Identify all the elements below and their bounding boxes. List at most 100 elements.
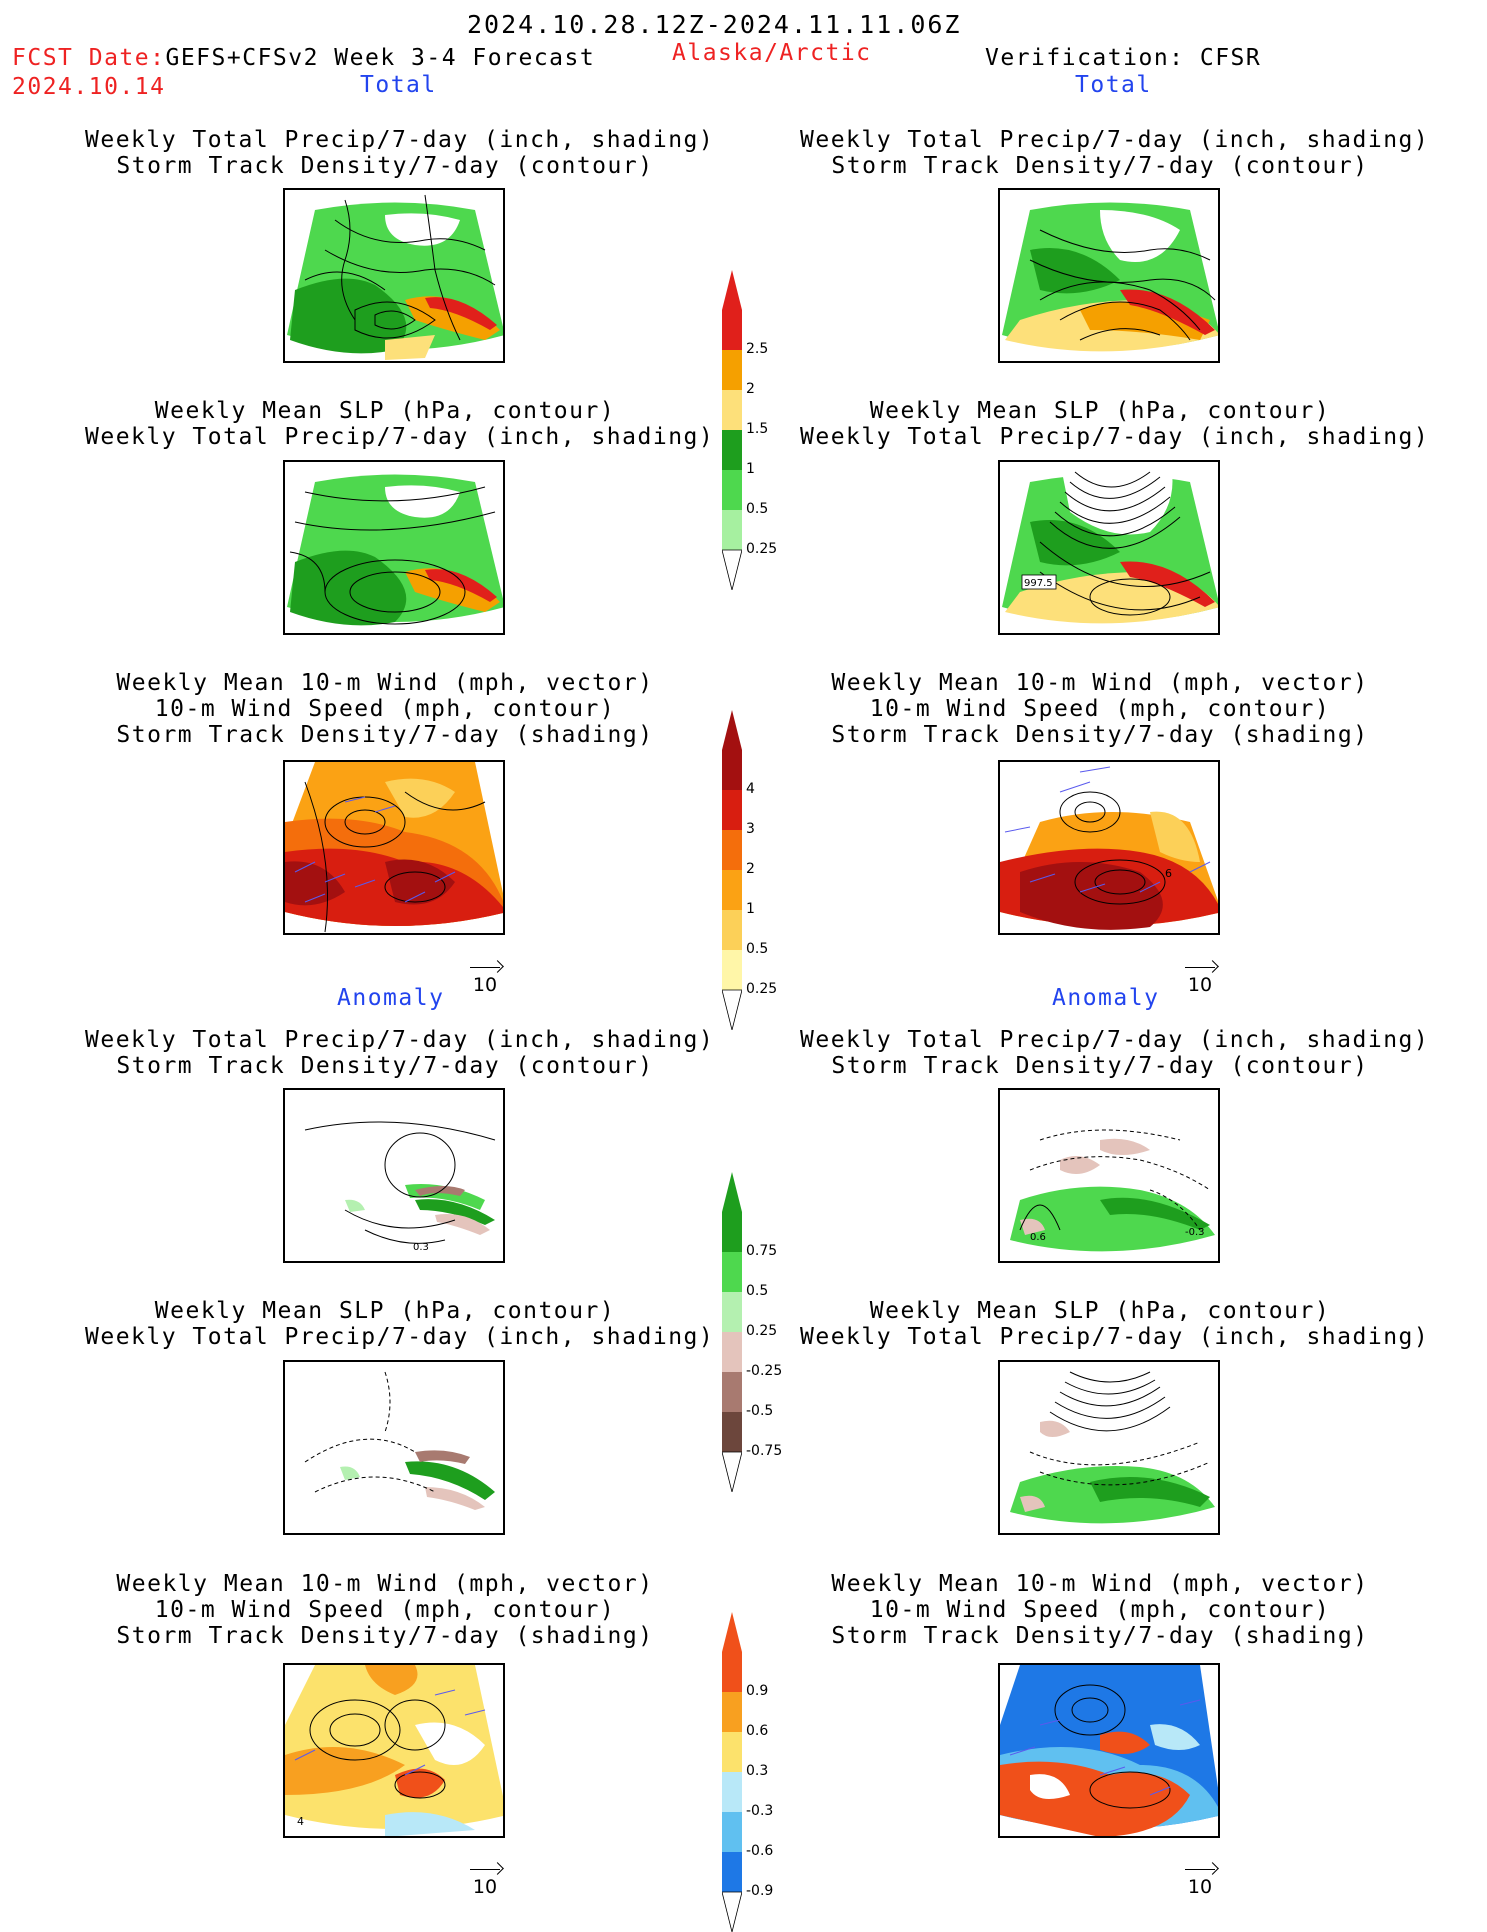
colorbar-label: -0.6 bbox=[746, 1843, 774, 1859]
contour-label-wind: 6 bbox=[1165, 867, 1172, 880]
contour-label-anom-precip: 0.3 bbox=[413, 1242, 429, 1253]
panel-title-total-wind-left: Weekly Mean 10-m Wind (mph, vector) 10-m … bbox=[116, 670, 654, 748]
vector-scale-total-right: 10 bbox=[1180, 960, 1220, 996]
colorbar-swatch bbox=[722, 350, 742, 390]
forecast-name: GEFS+CFSv2 Week 3-4 Forecast bbox=[165, 45, 596, 71]
contour-label-anom-precip-b: -0.3 bbox=[1185, 1227, 1205, 1238]
colorbar-swatch bbox=[722, 390, 742, 430]
contour-label-slp: 997.5 bbox=[1024, 578, 1053, 589]
colorbar-precip-total: 2.5 2 1.5 1 0.5 0.25 bbox=[722, 270, 777, 590]
colorbar-swatch bbox=[722, 310, 742, 350]
panel-title-total-precip-left: Weekly Total Precip/7-day (inch, shading… bbox=[85, 127, 715, 179]
map-anom-slp-verification bbox=[998, 1360, 1220, 1535]
panel-title-total-precip-right: Weekly Total Precip/7-day (inch, shading… bbox=[800, 127, 1430, 179]
fcst-label: FCST Date: bbox=[12, 45, 166, 71]
colorbar-swatch bbox=[722, 470, 742, 510]
date-range-title: 2024.10.28.12Z-2024.11.11.06Z bbox=[467, 10, 962, 39]
colorbar-label: 3 bbox=[746, 821, 755, 837]
panel-title-total-slp-right: Weekly Mean SLP (hPa, contour) Weekly Tot… bbox=[800, 398, 1430, 450]
colorbar-bottom-triangle bbox=[722, 1891, 742, 1932]
colorbar-label: 4 bbox=[746, 781, 755, 797]
colorbar-label: 0.25 bbox=[746, 981, 778, 997]
colorbar-label: -0.25 bbox=[746, 1363, 783, 1379]
colorbar-swatch bbox=[722, 430, 742, 470]
colorbar-label: 0.5 bbox=[746, 1283, 769, 1299]
region-label: Alaska/Arctic bbox=[672, 40, 872, 66]
panel-title-total-slp-left: Weekly Mean SLP (hPa, contour) Weekly Tot… bbox=[85, 398, 715, 450]
colorbar-bottom-triangle bbox=[722, 989, 742, 1030]
colorbar-label: -0.5 bbox=[746, 1403, 774, 1419]
colorbar-top-triangle bbox=[722, 1172, 742, 1212]
vector-scale-anom-left: 10 bbox=[465, 1862, 505, 1898]
colorbar-swatch bbox=[722, 1212, 742, 1252]
section-total-left: Total bbox=[360, 72, 437, 98]
colorbar-swatch bbox=[722, 1852, 742, 1892]
map-total-wind-forecast bbox=[283, 760, 505, 935]
colorbar-bottom-triangle bbox=[722, 549, 742, 590]
colorbar-label: 0.25 bbox=[746, 541, 778, 557]
colorbar-swatch bbox=[722, 1412, 742, 1452]
colorbar-top-triangle bbox=[722, 1612, 742, 1652]
panel-title-anom-slp-right: Weekly Mean SLP (hPa, contour) Weekly Tot… bbox=[800, 1298, 1430, 1350]
colorbar-label: 0.9 bbox=[746, 1683, 769, 1699]
colorbar-swatch bbox=[722, 910, 742, 950]
map-total-slp-forecast bbox=[283, 460, 505, 635]
colorbar-swatch bbox=[722, 1372, 742, 1412]
verification-label: Verification: CFSR bbox=[985, 45, 1262, 71]
colorbar-storm-anom: 0.9 0.6 0.3 -0.3 -0.6 -0.9 bbox=[722, 1612, 773, 1932]
fcst-date-value: 2024.10.14 bbox=[12, 74, 166, 100]
colorbar-bottom-triangle bbox=[722, 1451, 742, 1492]
colorbar-swatch bbox=[722, 750, 742, 790]
section-total-right: Total bbox=[1075, 72, 1152, 98]
colorbar-swatch bbox=[722, 1732, 742, 1772]
fcst-date-label: FCST Date:GEFS+CFSv2 Week 3-4 Forecast bbox=[12, 45, 595, 71]
colorbar-swatch bbox=[722, 1332, 742, 1372]
section-anomaly-left: Anomaly bbox=[337, 985, 445, 1011]
colorbar-label: 2.5 bbox=[746, 341, 769, 357]
panel-title-anom-precip-left: Weekly Total Precip/7-day (inch, shading… bbox=[85, 1027, 715, 1079]
map-total-slp-verification: 997.5 bbox=[998, 460, 1220, 635]
colorbar-label: 0.25 bbox=[746, 1323, 778, 1339]
section-anomaly-right: Anomaly bbox=[1052, 985, 1160, 1011]
colorbar-label: 1 bbox=[746, 901, 755, 917]
vector-scale-anom-right: 10 bbox=[1180, 1862, 1220, 1898]
colorbar-label: 0.6 bbox=[746, 1723, 769, 1739]
colorbar-storm-total: 4 3 2 1 0.5 0.25 bbox=[722, 710, 777, 1030]
map-anom-slp-forecast bbox=[283, 1360, 505, 1535]
colorbar-swatch bbox=[722, 870, 742, 910]
colorbar-swatch bbox=[722, 1772, 742, 1812]
colorbar-label: 2 bbox=[746, 861, 755, 877]
colorbar-swatch bbox=[722, 1652, 742, 1692]
colorbar-top-triangle bbox=[722, 270, 742, 310]
colorbar-label: 1 bbox=[746, 461, 755, 477]
map-anom-wind-verification bbox=[998, 1663, 1220, 1838]
panel-title-total-wind-right: Weekly Mean 10-m Wind (mph, vector) 10-m … bbox=[831, 670, 1369, 748]
colorbar-swatch bbox=[722, 790, 742, 830]
panel-title-anom-precip-right: Weekly Total Precip/7-day (inch, shading… bbox=[800, 1027, 1430, 1079]
colorbar-label: 0.3 bbox=[746, 1763, 769, 1779]
colorbar-label: -0.3 bbox=[746, 1803, 774, 1819]
map-anom-precip-forecast: 0.3 bbox=[283, 1088, 505, 1263]
colorbar-swatch bbox=[722, 510, 742, 550]
map-anom-precip-verification: 0.6 -0.3 bbox=[998, 1088, 1220, 1263]
panel-title-anom-wind-right: Weekly Mean 10-m Wind (mph, vector) 10-m … bbox=[831, 1571, 1369, 1649]
colorbar-swatch bbox=[722, 1252, 742, 1292]
colorbar-swatch bbox=[722, 1292, 742, 1332]
map-total-wind-verification: 6 bbox=[998, 760, 1220, 935]
colorbar-precip-anom: 0.75 0.5 0.25 -0.25 -0.5 -0.75 bbox=[722, 1172, 782, 1492]
colorbar-label: -0.9 bbox=[746, 1883, 774, 1899]
contour-label-anom-precip-a: 0.6 bbox=[1030, 1232, 1046, 1243]
vector-scale-total-left: 10 bbox=[465, 960, 505, 996]
colorbar-label: -0.75 bbox=[746, 1443, 783, 1459]
colorbar-top-triangle bbox=[722, 710, 742, 750]
map-total-precip-verification bbox=[998, 188, 1220, 363]
colorbar-label: 0.5 bbox=[746, 501, 769, 517]
colorbar-label: 0.75 bbox=[746, 1243, 778, 1259]
panel-title-anom-wind-left: Weekly Mean 10-m Wind (mph, vector) 10-m … bbox=[116, 1571, 654, 1649]
contour-label-anom-wind: 4 bbox=[297, 1815, 304, 1828]
colorbar-swatch bbox=[722, 1812, 742, 1852]
map-total-precip-forecast bbox=[283, 188, 505, 363]
panel-title-anom-slp-left: Weekly Mean SLP (hPa, contour) Weekly Tot… bbox=[85, 1298, 715, 1350]
colorbar-swatch bbox=[722, 950, 742, 990]
colorbar-label: 2 bbox=[746, 381, 755, 397]
